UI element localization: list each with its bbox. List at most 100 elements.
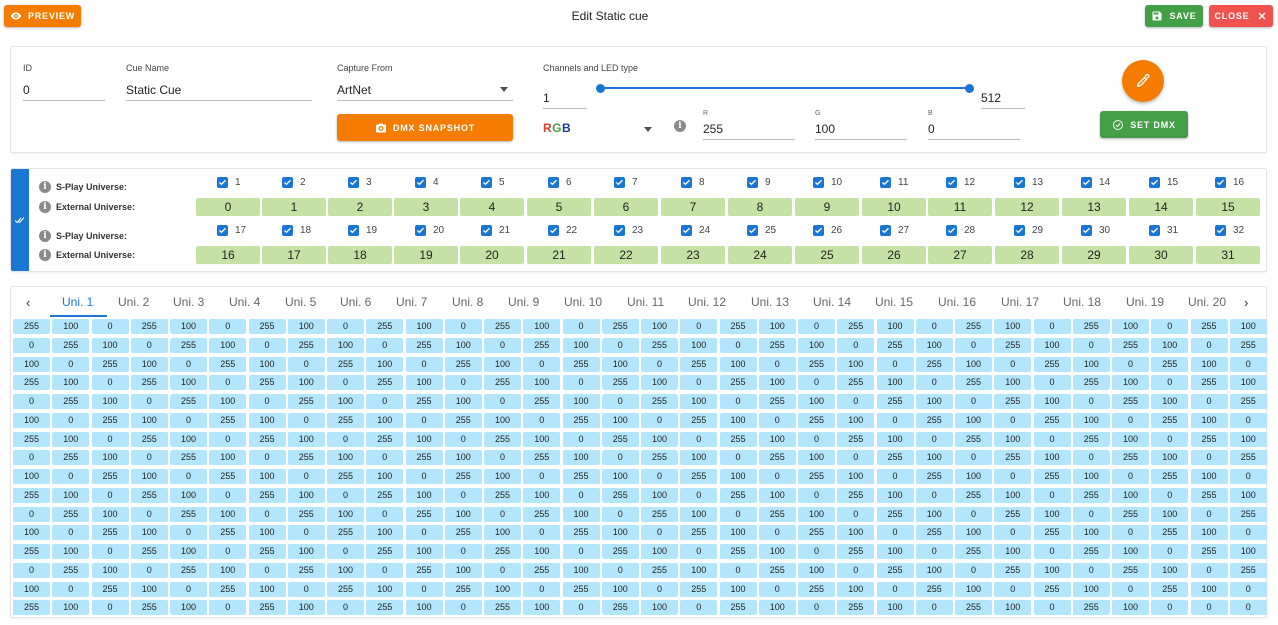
universe-checkbox[interactable]: 8 bbox=[681, 177, 705, 188]
dmx-channel-cell[interactable]: 0 bbox=[1151, 431, 1189, 447]
dmx-channel-cell[interactable]: 0 bbox=[915, 319, 953, 334]
dmx-channel-cell[interactable]: 255 bbox=[955, 600, 992, 616]
dmx-channel-cell[interactable]: 255 bbox=[248, 431, 286, 447]
dmx-channel-cell[interactable]: 255 bbox=[484, 431, 521, 447]
dmx-channel-cell[interactable]: 100 bbox=[209, 562, 247, 578]
dmx-channel-cell[interactable]: 0 bbox=[13, 337, 50, 353]
dmx-channel-cell[interactable]: 0 bbox=[680, 375, 718, 391]
external-universe-field[interactable]: 5 bbox=[527, 198, 591, 216]
dmx-channel-cell[interactable]: 0 bbox=[837, 562, 875, 578]
dmx-channel-cell[interactable]: 255 bbox=[130, 319, 168, 334]
dmx-channel-cell[interactable]: 255 bbox=[327, 469, 364, 484]
dmx-channel-cell[interactable]: 255 bbox=[798, 525, 835, 541]
tab-uni[interactable]: Uni. 5 bbox=[285, 295, 317, 309]
dmx-channel-cell[interactable]: 100 bbox=[601, 581, 639, 597]
dmx-channel-cell[interactable]: 255 bbox=[601, 431, 639, 447]
external-universe-field[interactable]: 21 bbox=[527, 246, 591, 264]
dmx-channel-cell[interactable]: 100 bbox=[91, 394, 129, 409]
dmx-channel-cell[interactable]: 255 bbox=[758, 506, 796, 522]
dmx-channel-cell[interactable]: 255 bbox=[1072, 375, 1110, 391]
dmx-channel-cell[interactable]: 100 bbox=[13, 356, 50, 372]
dmx-channel-cell[interactable]: 0 bbox=[484, 337, 521, 353]
dmx-channel-cell[interactable]: 0 bbox=[130, 450, 168, 466]
dmx-channel-cell[interactable]: 255 bbox=[641, 450, 678, 466]
dmx-channel-cell[interactable]: 0 bbox=[13, 506, 50, 522]
dmx-channel-cell[interactable]: 0 bbox=[523, 412, 561, 428]
universe-checkbox[interactable]: 18 bbox=[282, 225, 311, 236]
dmx-channel-cell[interactable]: 255 bbox=[915, 412, 953, 428]
dmx-channel-cell[interactable]: 100 bbox=[1190, 412, 1228, 428]
dmx-channel-cell[interactable]: 255 bbox=[484, 600, 521, 616]
dmx-channel-cell[interactable]: 0 bbox=[798, 600, 835, 616]
dmx-channel-cell[interactable]: 0 bbox=[327, 375, 364, 391]
dmx-channel-cell[interactable]: 0 bbox=[955, 506, 992, 522]
dmx-channel-cell[interactable]: 0 bbox=[91, 319, 129, 334]
dmx-channel-cell[interactable]: 100 bbox=[680, 450, 718, 466]
dmx-channel-cell[interactable]: 255 bbox=[680, 525, 718, 541]
dmx-channel-cell[interactable]: 100 bbox=[1112, 544, 1149, 559]
dmx-channel-cell[interactable]: 100 bbox=[287, 431, 325, 447]
dmx-channel-cell[interactable]: 0 bbox=[798, 544, 835, 559]
dmx-channel-cell[interactable]: 0 bbox=[405, 469, 443, 484]
universe-checkbox[interactable]: 29 bbox=[1014, 225, 1043, 236]
dmx-channel-cell[interactable]: 100 bbox=[248, 469, 286, 484]
dmx-channel-cell[interactable]: 100 bbox=[287, 600, 325, 616]
color-picker-button[interactable] bbox=[1122, 60, 1164, 102]
dmx-channel-cell[interactable]: 0 bbox=[719, 562, 757, 578]
dmx-channel-cell[interactable]: 100 bbox=[837, 356, 875, 372]
dmx-channel-cell[interactable]: 0 bbox=[327, 487, 364, 503]
dmx-channel-cell[interactable]: 0 bbox=[1151, 375, 1189, 391]
dmx-channel-cell[interactable]: 255 bbox=[1190, 319, 1228, 334]
dmx-channel-cell[interactable]: 255 bbox=[248, 487, 286, 503]
dmx-channel-cell[interactable]: 100 bbox=[915, 337, 953, 353]
tab-uni[interactable]: Uni. 12 bbox=[688, 295, 727, 309]
dmx-channel-cell[interactable]: 0 bbox=[562, 375, 600, 391]
tab-uni[interactable]: Uni. 4 bbox=[229, 295, 261, 309]
dmx-channel-cell[interactable]: 0 bbox=[444, 431, 482, 447]
dmx-channel-cell[interactable]: 100 bbox=[562, 506, 600, 522]
dmx-channel-cell[interactable]: 100 bbox=[798, 394, 835, 409]
dmx-channel-cell[interactable]: 100 bbox=[562, 394, 600, 409]
dmx-channel-cell[interactable]: 0 bbox=[1072, 506, 1110, 522]
dmx-channel-cell[interactable]: 100 bbox=[405, 544, 443, 559]
dmx-channel-cell[interactable]: 255 bbox=[130, 544, 168, 559]
dmx-channel-cell[interactable]: 0 bbox=[641, 581, 678, 597]
dmx-channel-cell[interactable]: 255 bbox=[641, 337, 678, 353]
dmx-channel-cell[interactable]: 255 bbox=[209, 525, 247, 541]
dmx-channel-cell[interactable]: 0 bbox=[287, 469, 325, 484]
dmx-channel-cell[interactable]: 100 bbox=[130, 525, 168, 541]
dmx-channel-cell[interactable]: 0 bbox=[955, 394, 992, 409]
dmx-channel-cell[interactable]: 255 bbox=[562, 412, 600, 428]
dmx-channel-cell[interactable]: 255 bbox=[1229, 506, 1267, 522]
dmx-channel-cell[interactable]: 255 bbox=[915, 525, 953, 541]
dmx-channel-cell[interactable]: 100 bbox=[170, 319, 207, 334]
slider-end-handle[interactable] bbox=[965, 84, 974, 93]
channel-range-slider[interactable] bbox=[600, 87, 969, 89]
dmx-channel-cell[interactable]: 255 bbox=[837, 375, 875, 391]
dmx-channel-cell[interactable]: 255 bbox=[1072, 600, 1110, 616]
dmx-channel-cell[interactable]: 255 bbox=[601, 544, 639, 559]
dmx-channel-cell[interactable]: 0 bbox=[13, 394, 50, 409]
dmx-channel-cell[interactable]: 100 bbox=[601, 525, 639, 541]
dmx-channel-cell[interactable]: 100 bbox=[1112, 375, 1149, 391]
dmx-channel-cell[interactable]: 255 bbox=[562, 469, 600, 484]
dmx-channel-cell[interactable]: 0 bbox=[170, 525, 207, 541]
dmx-channel-cell[interactable]: 100 bbox=[366, 469, 404, 484]
dmx-channel-cell[interactable]: 255 bbox=[915, 581, 953, 597]
dmx-channel-cell[interactable]: 100 bbox=[1112, 431, 1149, 447]
dmx-channel-cell[interactable]: 255 bbox=[1112, 337, 1149, 353]
dmx-channel-cell[interactable]: 255 bbox=[444, 581, 482, 597]
universe-checkbox[interactable]: 20 bbox=[415, 225, 444, 236]
dmx-channel-cell[interactable]: 100 bbox=[327, 394, 364, 409]
dmx-channel-cell[interactable]: 0 bbox=[1033, 431, 1071, 447]
dmx-channel-cell[interactable]: 100 bbox=[327, 506, 364, 522]
dmx-channel-cell[interactable]: 0 bbox=[1151, 600, 1189, 616]
dmx-channel-cell[interactable]: 255 bbox=[484, 544, 521, 559]
dmx-channel-cell[interactable]: 0 bbox=[837, 506, 875, 522]
universe-checkbox[interactable]: 22 bbox=[548, 225, 577, 236]
dmx-channel-cell[interactable]: 255 bbox=[91, 412, 129, 428]
dmx-channel-cell[interactable]: 255 bbox=[1112, 562, 1149, 578]
dmx-channel-cell[interactable]: 100 bbox=[405, 487, 443, 503]
dmx-channel-cell[interactable]: 0 bbox=[287, 525, 325, 541]
external-universe-field[interactable]: 7 bbox=[661, 198, 725, 216]
